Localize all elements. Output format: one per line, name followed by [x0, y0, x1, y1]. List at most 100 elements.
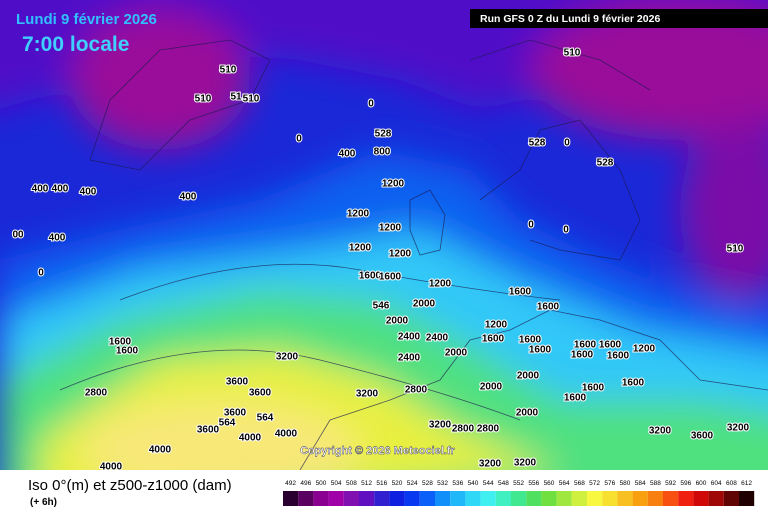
colorbar-label: 576 [604, 480, 615, 487]
contour-label: 1200 [485, 320, 508, 331]
contour-label: 510 [564, 48, 581, 59]
contour-label: 564 [219, 418, 236, 429]
colorbar-label: 580 [620, 480, 631, 487]
contour-label: 400 [52, 184, 69, 195]
contour-label: 528 [597, 158, 614, 169]
contour-label: 1200 [347, 209, 370, 220]
contour-label: 1600 [482, 334, 505, 345]
contour-label: 0 [563, 225, 569, 236]
contour-label: 1600 [116, 346, 139, 357]
contour-label: 3200 [276, 352, 299, 363]
contour-label: 1200 [379, 223, 402, 234]
colorbar-swatch [465, 491, 481, 506]
contour-label: 2800 [452, 424, 475, 435]
contour-label: 1600 [519, 335, 542, 346]
colorbar-swatch [678, 491, 694, 506]
colorbar-swatch [647, 491, 663, 506]
contour-label: 2000 [516, 408, 539, 419]
colorbar-swatch [419, 491, 435, 506]
contour-label: 0 [368, 99, 374, 110]
contour-label: 0 [38, 268, 44, 279]
contour-label: 1600 [622, 378, 645, 389]
contour-label: 1200 [429, 279, 452, 290]
contour-label: 4000 [239, 433, 262, 444]
contour-label: 2000 [445, 348, 468, 359]
contour-label: 1600 [574, 340, 597, 351]
contour-label: 510 [727, 244, 744, 255]
colorbar-swatch [556, 491, 572, 506]
colorbar-swatch [298, 491, 314, 506]
contour-label: 1600 [109, 337, 132, 348]
time: 7:00 locale [22, 33, 129, 56]
colorbar-label: 524 [407, 480, 418, 487]
contour-label: 1200 [382, 179, 405, 190]
colorbar-label: 608 [726, 480, 737, 487]
contour-label: 1600 [359, 271, 382, 282]
contour-label: 400 [49, 233, 66, 244]
colorbar-label: 492 [285, 480, 296, 487]
colorbar-label: 604 [711, 480, 722, 487]
contour-label: 3200 [356, 389, 379, 400]
contour-label: 00 [12, 230, 24, 241]
colorbar-label: 512 [361, 480, 372, 487]
colorbar-swatch [723, 491, 739, 506]
contour-label: 2000 [386, 316, 409, 327]
contour-label: 1600 [509, 287, 532, 298]
contour-label: 1600 [582, 383, 605, 394]
colorbar-label: 548 [498, 480, 509, 487]
contour-label: 2800 [405, 385, 428, 396]
colorbar-label: 516 [376, 480, 387, 487]
contour-label: 3200 [514, 458, 537, 469]
colorbar-swatch [511, 491, 527, 506]
contour-label: 3200 [429, 420, 452, 431]
legend-title: Iso 0°(m) et z500-z1000 (dam) [28, 477, 232, 494]
run-box [470, 9, 768, 28]
contour-label: 1600 [564, 393, 587, 404]
contour-label: 4000 [149, 445, 172, 456]
contour-label: 1200 [349, 243, 372, 254]
contour-label: 2400 [398, 332, 421, 343]
contour-label: 3600 [249, 388, 272, 399]
colorbar-label: 496 [300, 480, 311, 487]
contour-label: 528 [375, 129, 392, 140]
contour-label: 0 [528, 220, 534, 231]
colorbar-swatch [708, 491, 724, 506]
date: Lundi 9 février 2026 [16, 11, 157, 28]
colorbar-label: 588 [650, 480, 661, 487]
colorbar-label: 552 [513, 480, 524, 487]
contour-label: 510 [243, 94, 260, 105]
colorbar-label: 528 [422, 480, 433, 487]
contour-label: 3600 [691, 431, 714, 442]
colorbar-swatch [495, 491, 511, 506]
colorbar-swatch [359, 491, 375, 506]
contour-label: 510 [220, 65, 237, 76]
colorbar-swatch [587, 491, 603, 506]
contour-label: 800 [374, 147, 391, 158]
contour-label: 3200 [649, 426, 672, 437]
contour-label: 2000 [517, 371, 540, 382]
contour-label: 4000 [100, 462, 123, 473]
colorbar-swatch [480, 491, 496, 506]
contour-label: 3200 [479, 459, 502, 470]
coastlines [59, 39, 768, 470]
colorbar-label: 572 [589, 480, 600, 487]
colorbar-label: 568 [574, 480, 585, 487]
colorbar-swatch [541, 491, 557, 506]
colorbar-label: 520 [392, 480, 403, 487]
colorbar-label: 584 [635, 480, 646, 487]
contour-label: 400 [180, 192, 197, 203]
contour-label: 2000 [413, 299, 436, 310]
contour-label: 1200 [633, 344, 656, 355]
colorbar-label: 600 [696, 480, 707, 487]
copyright: Copyright © 2026 Meteociel.fr [300, 445, 456, 457]
contour-label: 1600 [571, 350, 594, 361]
run: Run GFS 0 Z du Lundi 9 février 2026 [480, 13, 660, 25]
colorbar-swatch [602, 491, 618, 506]
contour-label: 2800 [477, 424, 500, 435]
colorbar-swatch [374, 491, 390, 506]
contour-label: 2800 [85, 388, 108, 399]
colorbar-swatch [693, 491, 709, 506]
contour-label: 4000 [275, 429, 298, 440]
colorbar-swatch [617, 491, 633, 506]
